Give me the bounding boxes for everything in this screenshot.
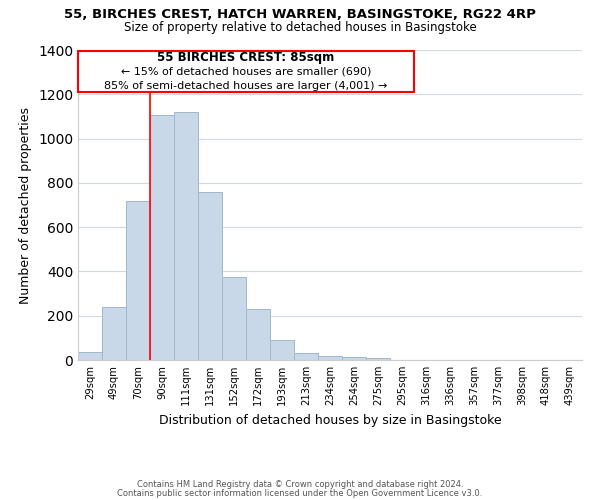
Bar (246, 309, 270, 360)
Text: 85% of semi-detached houses are larger (4,001) →: 85% of semi-detached houses are larger (… (104, 81, 388, 91)
Text: Contains HM Land Registry data © Crown copyright and database right 2024.: Contains HM Land Registry data © Crown c… (137, 480, 463, 489)
Bar (150, 116, 174, 360)
Bar (318, 356, 342, 360)
FancyBboxPatch shape (78, 51, 414, 92)
Bar (342, 356, 366, 360)
Bar (126, 200, 150, 360)
X-axis label: Distribution of detached houses by size in Basingstoke: Distribution of detached houses by size … (158, 414, 502, 426)
Text: 55, BIRCHES CREST, HATCH WARREN, BASINGSTOKE, RG22 4RP: 55, BIRCHES CREST, HATCH WARREN, BASINGS… (64, 8, 536, 20)
Bar (198, 192, 222, 360)
Bar (270, 340, 294, 360)
Y-axis label: Number of detached properties: Number of detached properties (19, 106, 32, 304)
Bar (294, 353, 318, 360)
Bar (222, 277, 246, 360)
Bar (174, 112, 198, 360)
Bar (78, 352, 102, 360)
Text: 55 BIRCHES CREST: 85sqm: 55 BIRCHES CREST: 85sqm (157, 51, 335, 64)
Text: Contains public sector information licensed under the Open Government Licence v3: Contains public sector information licen… (118, 488, 482, 498)
Bar (366, 358, 390, 360)
Text: Size of property relative to detached houses in Basingstoke: Size of property relative to detached ho… (124, 21, 476, 34)
Bar (102, 307, 126, 360)
Text: ← 15% of detached houses are smaller (690): ← 15% of detached houses are smaller (69… (121, 66, 371, 76)
